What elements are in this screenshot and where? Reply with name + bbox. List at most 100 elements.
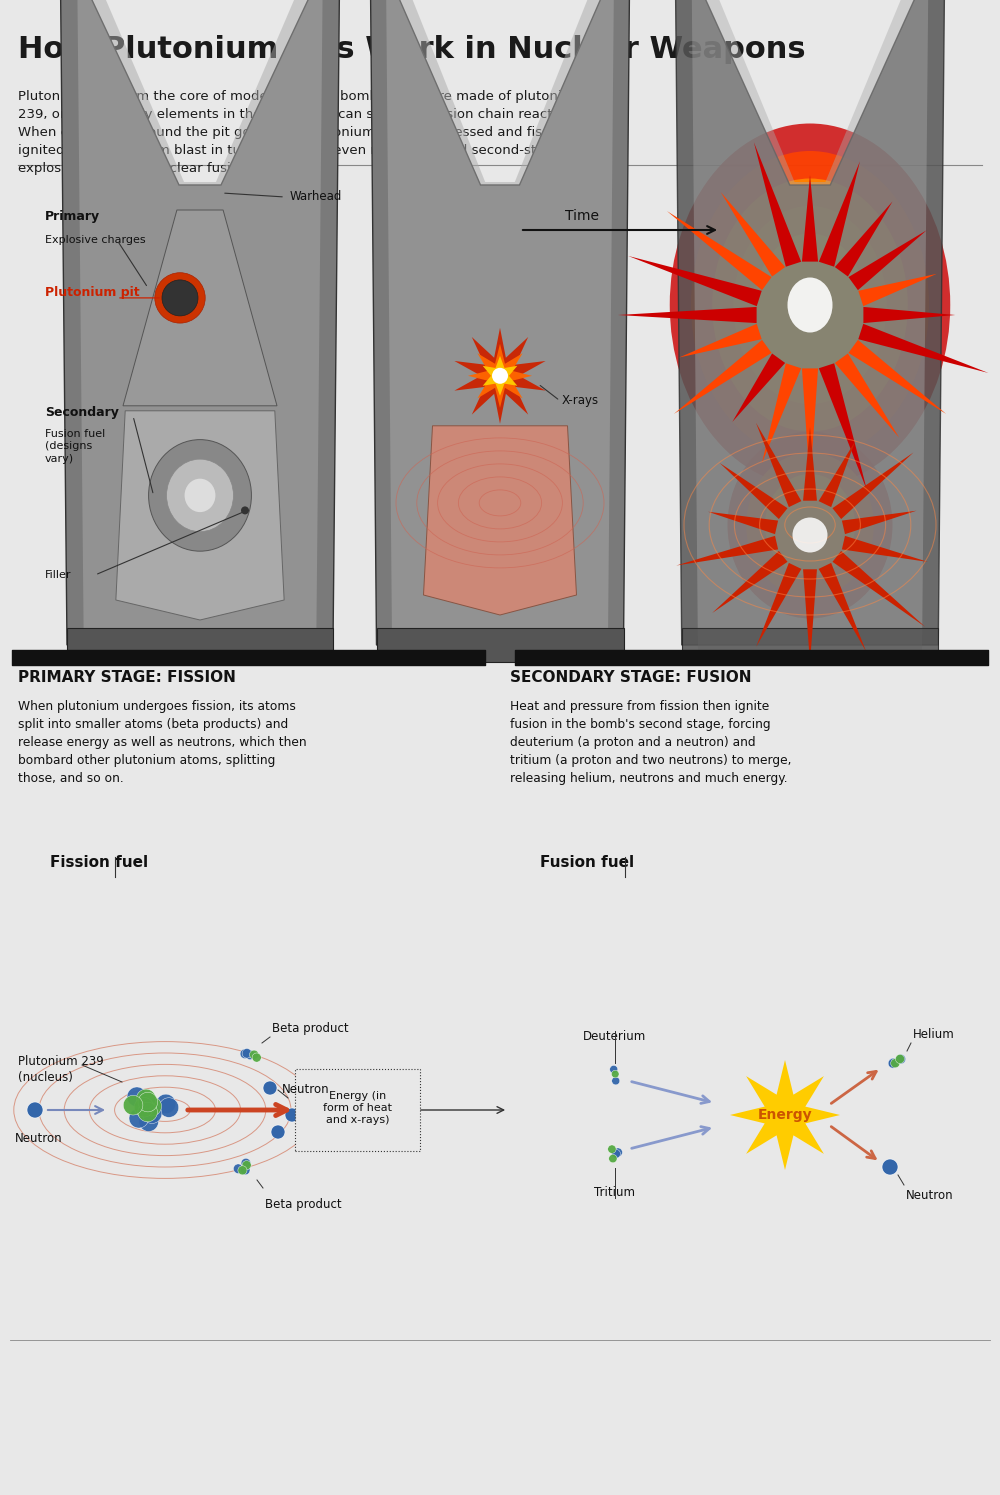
Polygon shape — [667, 211, 772, 290]
Circle shape — [895, 1054, 905, 1063]
Polygon shape — [468, 344, 532, 408]
Circle shape — [250, 1049, 259, 1060]
Circle shape — [609, 1154, 617, 1163]
Polygon shape — [370, 0, 630, 644]
Circle shape — [285, 1108, 299, 1123]
Polygon shape — [679, 324, 762, 357]
Polygon shape — [803, 428, 817, 501]
Polygon shape — [454, 327, 546, 423]
Ellipse shape — [788, 278, 832, 332]
Polygon shape — [386, 0, 614, 650]
Polygon shape — [802, 175, 818, 262]
Text: Plutonium pit: Plutonium pit — [45, 287, 140, 299]
Text: Fission fuel: Fission fuel — [50, 855, 148, 870]
FancyBboxPatch shape — [67, 628, 333, 662]
Polygon shape — [802, 368, 818, 483]
Polygon shape — [628, 256, 762, 306]
Polygon shape — [842, 535, 928, 562]
Polygon shape — [819, 441, 855, 507]
Polygon shape — [819, 564, 866, 652]
Ellipse shape — [765, 474, 855, 576]
Polygon shape — [848, 230, 927, 290]
Polygon shape — [675, 0, 945, 644]
Circle shape — [127, 1087, 147, 1106]
Circle shape — [611, 1070, 619, 1078]
Ellipse shape — [792, 517, 828, 553]
Circle shape — [238, 1166, 247, 1175]
Text: Filler: Filler — [45, 570, 72, 580]
Circle shape — [142, 1097, 162, 1117]
Circle shape — [492, 368, 508, 384]
Polygon shape — [832, 552, 925, 626]
Circle shape — [27, 1102, 43, 1118]
Circle shape — [245, 1049, 255, 1060]
Text: Heat and pressure from fission then ignite
fusion in the bomb's second stage, fo: Heat and pressure from fission then igni… — [510, 700, 792, 785]
Polygon shape — [77, 0, 323, 650]
Text: Energy (in
form of heat
and x-rays): Energy (in form of heat and x-rays) — [323, 1090, 392, 1126]
Circle shape — [241, 507, 249, 514]
Polygon shape — [848, 339, 946, 414]
Polygon shape — [708, 511, 778, 534]
Circle shape — [608, 1145, 616, 1153]
Circle shape — [252, 1052, 261, 1061]
Text: How Plutonium Pits Work in Nuclear Weapons: How Plutonium Pits Work in Nuclear Weapo… — [18, 34, 806, 64]
Text: Time: Time — [565, 209, 599, 223]
Polygon shape — [756, 423, 801, 507]
Polygon shape — [762, 363, 801, 463]
Text: Neutron: Neutron — [282, 1082, 330, 1096]
Circle shape — [614, 1148, 622, 1157]
Polygon shape — [712, 552, 788, 613]
Polygon shape — [730, 1060, 840, 1171]
Polygon shape — [756, 564, 801, 647]
Polygon shape — [842, 511, 917, 534]
Ellipse shape — [734, 206, 887, 404]
Polygon shape — [803, 570, 817, 662]
Polygon shape — [116, 411, 284, 620]
Text: Energy: Energy — [758, 1108, 812, 1123]
Circle shape — [888, 1058, 898, 1067]
Ellipse shape — [185, 478, 215, 513]
Polygon shape — [819, 363, 867, 490]
Circle shape — [888, 1058, 898, 1069]
Ellipse shape — [691, 151, 929, 459]
FancyBboxPatch shape — [295, 1069, 420, 1151]
Circle shape — [123, 1096, 143, 1115]
Polygon shape — [835, 202, 892, 277]
Polygon shape — [676, 535, 778, 565]
Ellipse shape — [149, 440, 251, 552]
Circle shape — [242, 1048, 252, 1058]
Polygon shape — [618, 306, 757, 323]
Circle shape — [138, 1093, 158, 1112]
Text: Neutron: Neutron — [15, 1132, 63, 1145]
Text: When plutonium undergoes fission, its atoms
split into smaller atoms (beta produ: When plutonium undergoes fission, its at… — [18, 700, 307, 785]
Circle shape — [241, 1159, 251, 1168]
Polygon shape — [754, 142, 801, 266]
Polygon shape — [835, 353, 899, 438]
Circle shape — [896, 1054, 906, 1064]
Text: SECONDARY STAGE: FUSION: SECONDARY STAGE: FUSION — [510, 670, 752, 685]
Circle shape — [162, 280, 198, 315]
Text: Beta product: Beta product — [265, 1197, 342, 1211]
Text: Secondary: Secondary — [45, 405, 119, 419]
Text: Plutonium pits form the core of modern nuclear bombs. They are made of plutonium: Plutonium pits form the core of modern n… — [18, 90, 584, 175]
Polygon shape — [483, 356, 517, 396]
Polygon shape — [123, 209, 277, 405]
Text: Plutonium 239
(nucleus): Plutonium 239 (nucleus) — [18, 1055, 104, 1084]
Polygon shape — [720, 463, 788, 519]
Text: Fusion fuel: Fusion fuel — [540, 855, 634, 870]
Text: Warhead: Warhead — [290, 190, 342, 203]
Text: PRIMARY STAGE: FISSION: PRIMARY STAGE: FISSION — [18, 670, 236, 685]
Circle shape — [612, 1076, 620, 1085]
Polygon shape — [424, 426, 576, 614]
Circle shape — [612, 1150, 620, 1159]
Circle shape — [159, 1097, 179, 1117]
Text: Tritium: Tritium — [594, 1186, 636, 1199]
FancyBboxPatch shape — [376, 628, 624, 662]
Ellipse shape — [670, 124, 950, 486]
Polygon shape — [60, 0, 340, 644]
Text: Explosive charges: Explosive charges — [45, 235, 146, 245]
Ellipse shape — [746, 453, 874, 597]
Circle shape — [129, 1108, 149, 1129]
Ellipse shape — [755, 233, 865, 377]
Circle shape — [139, 1112, 158, 1132]
